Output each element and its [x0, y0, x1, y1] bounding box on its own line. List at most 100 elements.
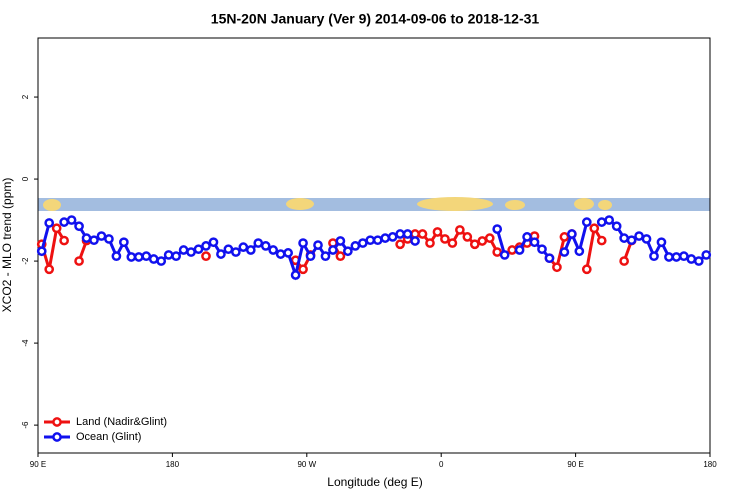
data-point: [163, 250, 174, 260]
data-point: [507, 245, 517, 255]
data-point: [313, 240, 323, 250]
x-tick-label: 90 W: [297, 460, 316, 469]
data-point: [81, 233, 92, 243]
data-point: [559, 232, 570, 242]
data-point: [335, 251, 346, 262]
data-point: [36, 246, 47, 257]
data-point: [619, 233, 629, 243]
data-point: [596, 235, 607, 246]
data-point: [567, 229, 577, 239]
data-point: [51, 223, 62, 234]
data-point: [522, 232, 532, 242]
data-point: [141, 251, 152, 262]
data-point: [372, 235, 383, 246]
data-point: [96, 231, 107, 241]
data-point: [231, 247, 241, 257]
data-point: [119, 237, 129, 248]
y-tick-label: 2: [21, 94, 30, 99]
data-point: [626, 235, 637, 246]
data-point: [492, 224, 503, 234]
data-point: [111, 251, 122, 262]
data-point: [208, 237, 219, 248]
data-point: [357, 238, 368, 248]
data-point: [544, 253, 555, 264]
data-point: [44, 218, 55, 228]
data-point: [440, 234, 450, 244]
x-axis-label: Longitude (deg E): [327, 475, 422, 489]
data-point: [634, 231, 644, 241]
data-point: [305, 251, 316, 262]
x-tick-label: 90 E: [30, 460, 46, 469]
data-point: [671, 252, 682, 262]
data-point: [126, 252, 137, 262]
data-point: [275, 249, 286, 259]
data-point: [156, 256, 167, 266]
data-point: [283, 248, 293, 258]
data-point: [492, 247, 503, 257]
data-point: [395, 229, 405, 239]
data-point: [395, 239, 405, 250]
legend-marker: [52, 432, 62, 442]
data-point: [484, 233, 495, 243]
data-point: [552, 262, 562, 273]
data-point: [59, 235, 69, 246]
data-point: [89, 235, 99, 246]
data-point: [66, 215, 77, 225]
data-point: [514, 245, 525, 255]
data-point: [268, 245, 279, 255]
data-point: [462, 232, 473, 242]
data-point: [216, 249, 226, 259]
x-tick-label: 180: [166, 460, 180, 469]
legend-label: Land (Nadir&Glint): [76, 416, 167, 428]
data-point: [328, 245, 338, 255]
data-point: [469, 239, 480, 250]
data-point: [245, 245, 256, 255]
data-point: [477, 236, 488, 246]
data-point: [664, 252, 674, 262]
map-strip: [38, 197, 710, 211]
data-point: [133, 252, 144, 262]
data-point: [387, 232, 398, 242]
data-point: [402, 229, 413, 239]
data-point: [574, 246, 585, 257]
data-point: [447, 238, 458, 248]
data-point: [44, 264, 55, 275]
data-point: [686, 254, 697, 264]
data-point: [104, 234, 114, 244]
data-point: [193, 244, 204, 255]
data-point: [604, 215, 615, 225]
data-point: [74, 256, 84, 266]
data-point: [581, 264, 592, 275]
data-point: [417, 229, 428, 239]
data-point: [410, 236, 420, 246]
data-point: [641, 234, 652, 244]
data-point: [679, 251, 689, 262]
data-point: [171, 251, 181, 262]
data-point: [499, 250, 510, 260]
data-point: [380, 233, 391, 243]
y-axis-label: XCO2 - MLO trend (ppm): [0, 178, 14, 313]
data-point: [611, 221, 622, 232]
x-tick-label: 90 E: [567, 460, 583, 469]
data-point: [455, 225, 465, 235]
y-tick-label: -4: [21, 339, 30, 347]
data-point: [365, 235, 376, 246]
data-point: [290, 270, 301, 280]
data-point: [74, 221, 84, 232]
x-tick-label: 0: [439, 460, 444, 469]
data-point: [432, 227, 443, 237]
data-point: [59, 217, 69, 227]
data-point: [693, 256, 704, 266]
data-point: [298, 238, 308, 248]
data-point: [201, 241, 211, 251]
y-tick-label: -2: [21, 257, 30, 265]
data-point: [201, 251, 211, 262]
x-tick-label: 180: [703, 460, 717, 469]
data-point: [298, 264, 308, 275]
data-point: [596, 217, 607, 227]
data-point: [148, 254, 159, 264]
data-point: [537, 244, 547, 255]
data-point: [649, 251, 659, 262]
series-line: [40, 218, 708, 281]
